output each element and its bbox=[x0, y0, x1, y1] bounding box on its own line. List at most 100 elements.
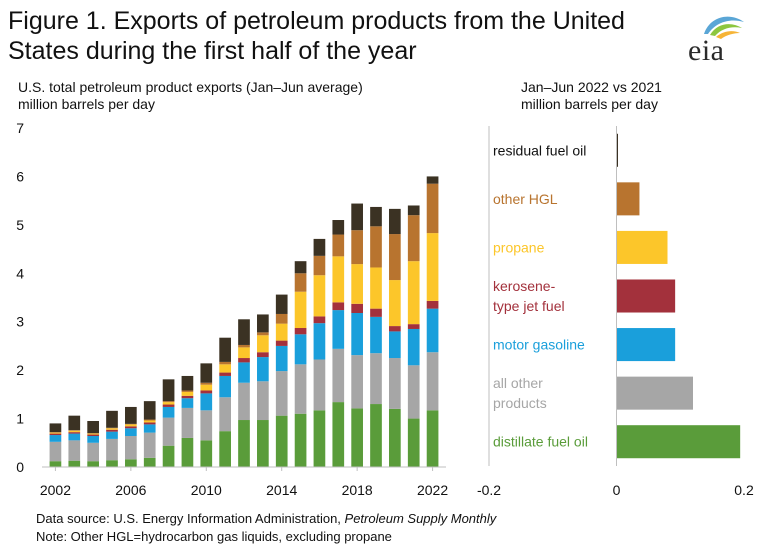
stacked-bar-chart: 0 1 2 3 4 5 6 7 2002 2006 2010 2014 2018 2022 bbox=[16, 120, 448, 498]
bar-segment-other-hgl bbox=[313, 255, 326, 276]
x-tick-label: 2014 bbox=[266, 482, 297, 498]
bar-segment-propane bbox=[49, 432, 62, 434]
bar-segment-distillate-fuel-oil bbox=[219, 431, 231, 467]
figure-title-line-1: Figure 1. Exports of petroleum products … bbox=[8, 7, 625, 35]
bar-segment-other-hgl bbox=[181, 390, 194, 392]
bar-segment-propane bbox=[389, 280, 401, 327]
bar-segment-all-other-products bbox=[68, 440, 81, 461]
bar-segment-residual-fuel-oil bbox=[87, 420, 99, 434]
bar-segment-all-other-products bbox=[181, 407, 194, 438]
right-chart-subtitle: Jan–Jun 2022 vs 2021 million barrels per… bbox=[521, 79, 662, 113]
bar-segment-all-other-products bbox=[257, 381, 269, 421]
bar-segment-propane bbox=[143, 420, 156, 423]
bar-segment-all-other-products bbox=[49, 441, 62, 462]
bar-segment-other-hgl bbox=[238, 344, 250, 348]
bar-segment-motor-gasoline bbox=[87, 436, 99, 443]
data-source-publication: Petroleum Supply Monthly bbox=[344, 511, 497, 526]
bar-segment-other-hgl bbox=[351, 230, 363, 265]
bar-segment-other-hgl bbox=[294, 273, 307, 292]
bar-segment-propane bbox=[219, 364, 231, 373]
bar-segment-motor-gasoline bbox=[332, 310, 345, 349]
bar-segment-motor-gasoline bbox=[238, 362, 250, 383]
category-label: motor gasoline bbox=[493, 337, 585, 353]
bar-segment-other-hgl bbox=[143, 419, 156, 421]
bar-segment-motor-gasoline bbox=[426, 308, 439, 353]
bar-segment-motor-gasoline bbox=[200, 393, 213, 411]
bar-segment-kerosene-type-jet-fuel bbox=[87, 434, 99, 437]
bar-segment-propane bbox=[294, 291, 307, 329]
bar-segment-kerosene-type-jet-fuel bbox=[49, 433, 62, 436]
bar-all-other-products bbox=[616, 376, 693, 410]
bar-segment-kerosene-type-jet-fuel bbox=[407, 324, 420, 329]
left-subtitle-line-1: U.S. total petroleum product exports (Ja… bbox=[18, 79, 363, 95]
bar-segment-residual-fuel-oil bbox=[181, 375, 194, 391]
bar-segment-kerosene-type-jet-fuel bbox=[162, 404, 175, 407]
bar-segment-distillate-fuel-oil bbox=[332, 402, 345, 467]
bar-segment-residual-fuel-oil bbox=[106, 410, 118, 428]
bar-segment-all-other-products bbox=[162, 417, 175, 446]
bar-segment-other-hgl bbox=[426, 183, 439, 234]
bar-segment-kerosene-type-jet-fuel bbox=[238, 358, 250, 363]
bar-segment-kerosene-type-jet-fuel bbox=[351, 303, 363, 313]
bar-segment-kerosene-type-jet-fuel bbox=[257, 352, 269, 358]
x-tick-label: -0.2 bbox=[477, 482, 501, 498]
bar-segment-motor-gasoline bbox=[219, 375, 231, 398]
bar-segment-propane bbox=[106, 428, 118, 430]
bar-segment-propane bbox=[162, 402, 175, 405]
bar-segment-distillate-fuel-oil bbox=[294, 413, 307, 467]
bar-segment-kerosene-type-jet-fuel bbox=[370, 308, 382, 317]
bar-segment-residual-fuel-oil bbox=[313, 238, 326, 256]
y-tick-label: 6 bbox=[16, 168, 24, 184]
bar-segment-all-other-products bbox=[219, 397, 231, 432]
y-tick-label: 7 bbox=[16, 120, 24, 136]
bar-segment-other-hgl bbox=[162, 401, 175, 403]
bar-segment-kerosene-type-jet-fuel bbox=[200, 390, 213, 394]
bar-segment-kerosene-type-jet-fuel bbox=[125, 426, 137, 429]
bar-segment-motor-gasoline bbox=[370, 316, 382, 354]
bar-segment-motor-gasoline bbox=[162, 406, 175, 418]
bar-motor-gasoline bbox=[616, 328, 676, 362]
bar-segment-kerosene-type-jet-fuel bbox=[219, 372, 231, 376]
bar-segment-residual-fuel-oil bbox=[389, 208, 401, 235]
bar-segment-distillate-fuel-oil bbox=[49, 461, 62, 467]
y-tick-label: 0 bbox=[16, 459, 24, 475]
bar-segment-residual-fuel-oil bbox=[275, 294, 288, 314]
category-label-line: products bbox=[493, 395, 547, 411]
x-tick-label: 0 bbox=[613, 482, 621, 498]
bar-residual-fuel-oil bbox=[616, 133, 618, 167]
category-label-line: residual fuel oil bbox=[493, 142, 586, 158]
x-tick-label: 2018 bbox=[342, 482, 373, 498]
bar-segment-motor-gasoline bbox=[351, 312, 363, 356]
bar-segment-propane bbox=[87, 433, 99, 435]
bar-segment-distillate-fuel-oil bbox=[313, 410, 326, 467]
bar-segment-other-hgl bbox=[370, 226, 382, 268]
left-chart-subtitle: U.S. total petroleum product exports (Ja… bbox=[18, 79, 363, 113]
bar-segment-distillate-fuel-oil bbox=[162, 445, 175, 467]
bar-segment-motor-gasoline bbox=[275, 345, 288, 372]
bar-segment-distillate-fuel-oil bbox=[106, 460, 118, 467]
bar-segment-propane bbox=[407, 261, 420, 325]
bar-segment-all-other-products bbox=[332, 348, 345, 403]
bar-segment-motor-gasoline bbox=[68, 433, 81, 441]
bar-segment-distillate-fuel-oil bbox=[426, 410, 439, 467]
bar-segment-residual-fuel-oil bbox=[332, 220, 345, 235]
bar-segment-motor-gasoline bbox=[125, 428, 137, 437]
bar-segment-distillate-fuel-oil bbox=[370, 404, 382, 467]
bar-segment-motor-gasoline bbox=[181, 398, 194, 408]
bar-segment-all-other-products bbox=[238, 382, 250, 421]
bar-segment-propane bbox=[426, 233, 439, 301]
category-label: distillate fuel oil bbox=[493, 434, 588, 450]
category-label: kerosene-type jet fuel bbox=[493, 278, 565, 314]
category-label-line: motor gasoline bbox=[493, 337, 585, 353]
figure-title-line-2: States during the first half of the year bbox=[8, 37, 417, 65]
x-tick-label: 2022 bbox=[417, 482, 448, 498]
bar-segment-kerosene-type-jet-fuel bbox=[181, 395, 194, 399]
left-subtitle-line-2: million barrels per day bbox=[18, 96, 155, 112]
y-tick-label: 4 bbox=[16, 265, 24, 281]
bar-segment-kerosene-type-jet-fuel bbox=[143, 422, 156, 425]
bar-segment-propane bbox=[332, 256, 345, 303]
bar-segment-residual-fuel-oil bbox=[200, 363, 213, 383]
bar-segment-propane bbox=[313, 275, 326, 317]
category-label-line: distillate fuel oil bbox=[493, 434, 588, 450]
